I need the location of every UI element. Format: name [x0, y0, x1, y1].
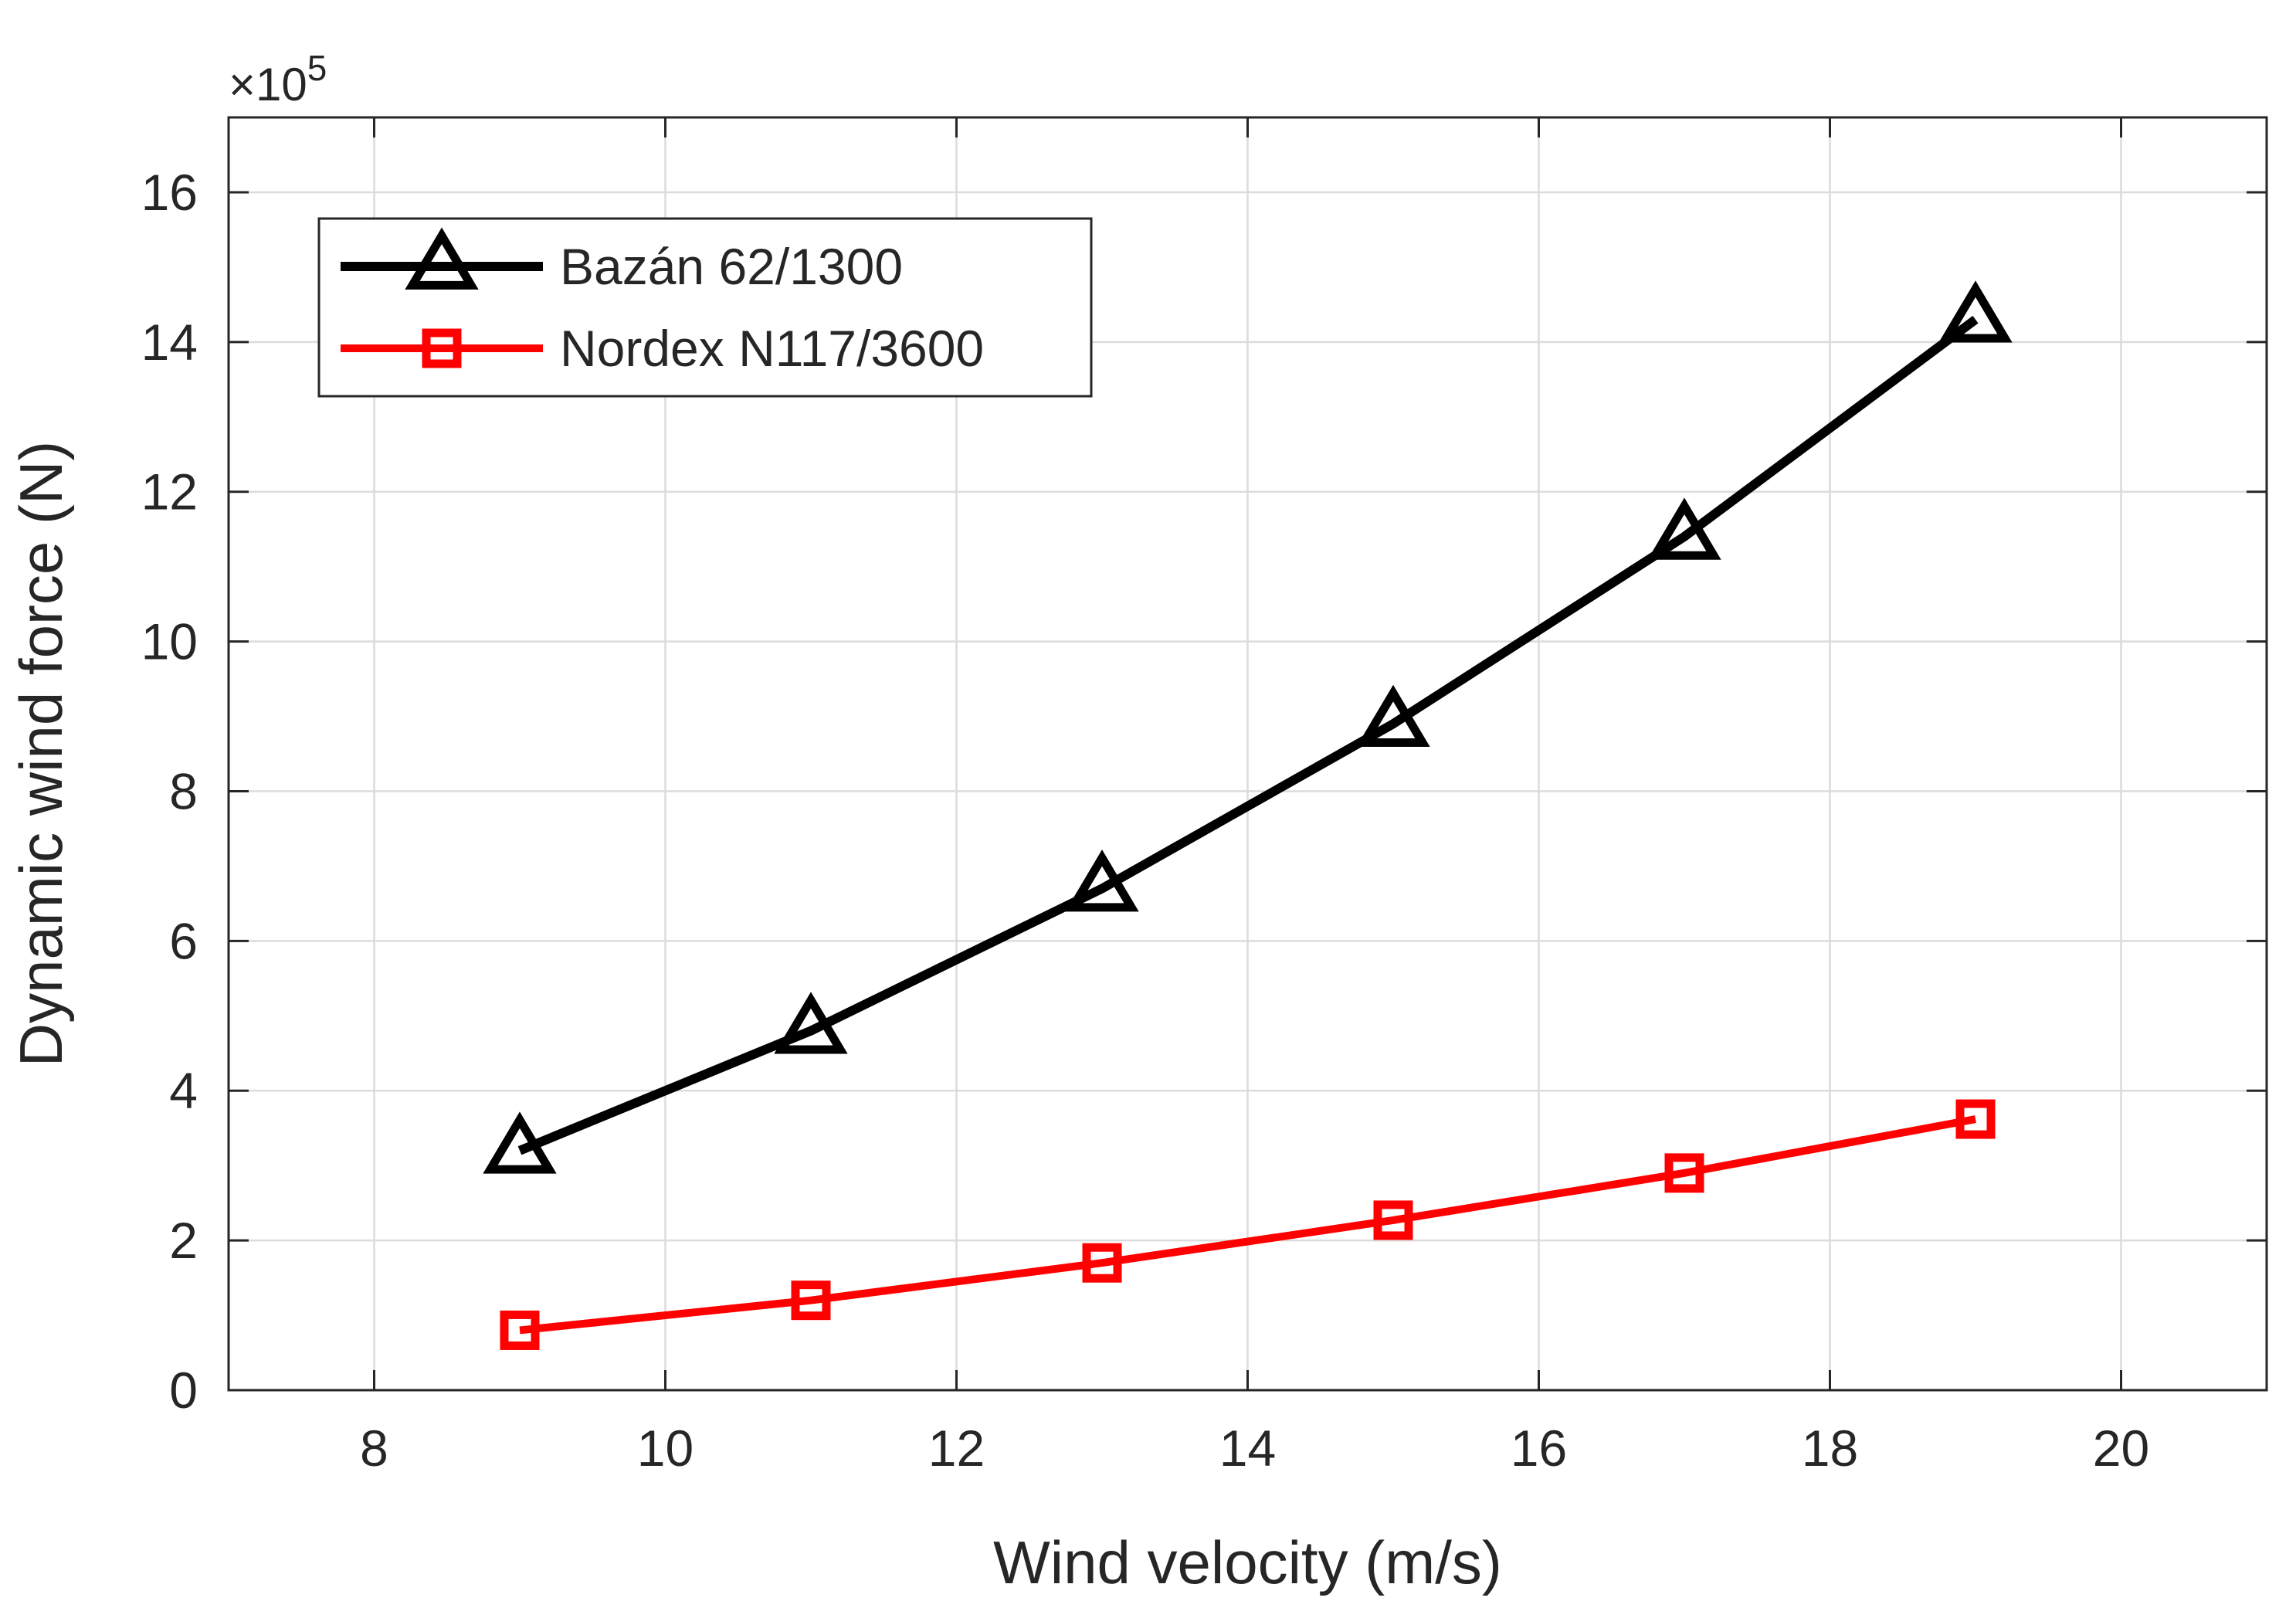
data-point-marker	[500, 1310, 540, 1350]
series-bazan	[483, 280, 2013, 1174]
x-tick-label: 8	[360, 1420, 388, 1477]
x-tick-label: 16	[1511, 1420, 1567, 1477]
axis-ticks: 8 10 12 14 16 18 20 0 2 4 6 8 10 12 14 16	[141, 117, 2267, 1477]
y-tick-label: 0	[169, 1362, 198, 1419]
y-axis-label: Dynamic wind force (N)	[7, 441, 75, 1067]
x-tick-label: 18	[1802, 1420, 1858, 1477]
x-tick-label: 12	[928, 1420, 985, 1477]
y-tick-label: 4	[169, 1062, 198, 1119]
data-series	[483, 280, 2013, 1350]
data-point-marker	[1664, 1153, 1704, 1193]
x-tick-label: 14	[1219, 1420, 1276, 1477]
legend: Bazán 62/1300 Nordex N117/3600	[317, 217, 1093, 398]
y-tick-label: 10	[141, 613, 198, 670]
data-point-marker	[483, 1111, 557, 1174]
data-point-marker	[774, 992, 848, 1054]
data-point-marker	[1955, 1099, 1996, 1139]
y-tick-label: 2	[169, 1212, 198, 1269]
y-exponent-power: 5	[307, 48, 327, 88]
series-line	[517, 315, 1979, 1155]
legend-label: Bazán 62/1300	[560, 238, 903, 295]
legend-entry: Bazán 62/1300	[341, 227, 903, 295]
legend-marker	[405, 227, 479, 290]
data-point-marker	[1647, 497, 1721, 560]
data-point-marker	[791, 1280, 831, 1321]
series-line	[519, 1115, 1976, 1335]
y-tick-label: 14	[141, 314, 198, 371]
y-axis-exponent-label: ×105	[229, 48, 327, 110]
y-tick-label: 16	[141, 164, 198, 221]
y-tick-label: 12	[141, 463, 198, 521]
data-point-marker	[1356, 684, 1430, 748]
y-exponent-base: ×10	[229, 59, 307, 110]
legend-entry: Nordex N117/3600	[341, 320, 984, 377]
y-tick-label: 6	[169, 912, 198, 969]
x-axis-label: Wind velocity (m/s)	[993, 1528, 1502, 1596]
data-point-marker	[1065, 850, 1139, 912]
y-tick-label: 8	[169, 762, 198, 819]
data-point-marker	[1938, 280, 2013, 343]
x-tick-label: 10	[637, 1420, 694, 1477]
data-point-marker	[1373, 1200, 1413, 1240]
data-point-marker	[1082, 1243, 1122, 1283]
legend-marker	[422, 328, 462, 368]
legend-label: Nordex N117/3600	[560, 320, 984, 377]
x-tick-label: 20	[2093, 1420, 2149, 1477]
series-nordex	[500, 1099, 1996, 1350]
